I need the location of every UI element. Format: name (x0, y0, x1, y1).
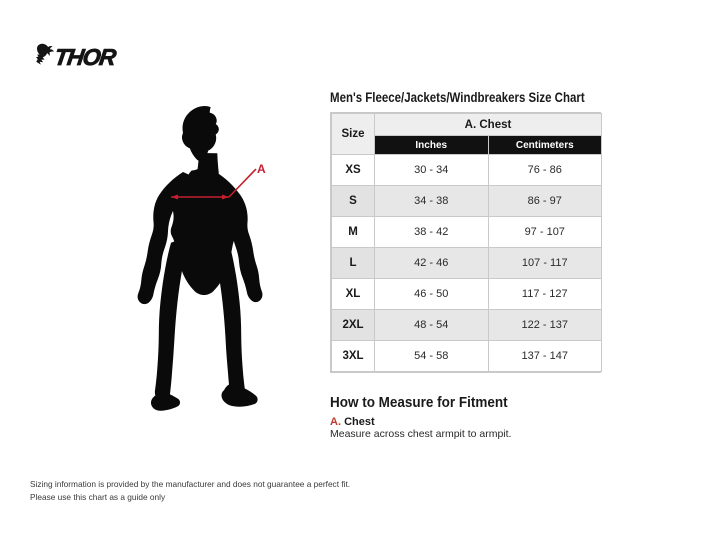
svg-text:A: A (257, 162, 266, 176)
